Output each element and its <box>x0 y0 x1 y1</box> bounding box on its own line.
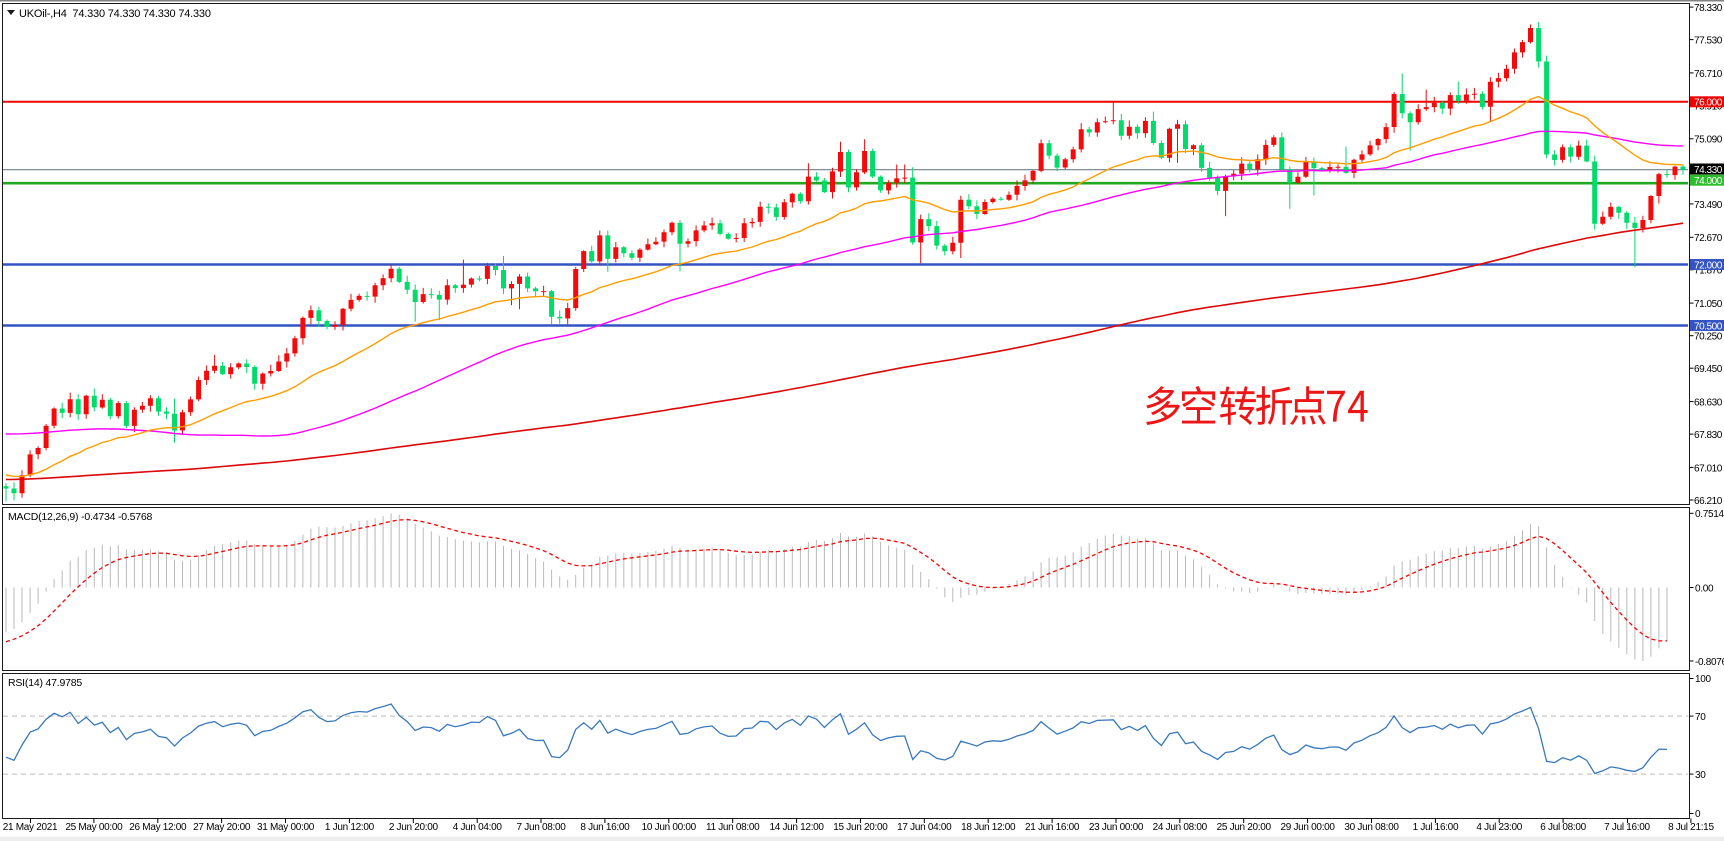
svg-text:15 Jun 20:00: 15 Jun 20:00 <box>833 822 888 833</box>
svg-text:68.630: 68.630 <box>1694 398 1723 409</box>
svg-text:71.050: 71.050 <box>1694 299 1723 310</box>
svg-text:10 Jun 00:00: 10 Jun 00:00 <box>642 822 697 833</box>
svg-text:100: 100 <box>1695 674 1712 685</box>
svg-text:69.450: 69.450 <box>1694 364 1723 375</box>
svg-text:4 Jul 23:00: 4 Jul 23:00 <box>1476 822 1522 833</box>
svg-text:RSI(14) 47.9785: RSI(14) 47.9785 <box>8 677 82 689</box>
svg-text:21 Jun 16:00: 21 Jun 16:00 <box>1025 822 1080 833</box>
svg-text:7 Jun 08:00: 7 Jun 08:00 <box>517 822 567 833</box>
svg-text:0: 0 <box>1695 809 1701 820</box>
svg-text:7 Jul 16:00: 7 Jul 16:00 <box>1604 822 1650 833</box>
svg-text:-0.8076: -0.8076 <box>1695 657 1724 668</box>
svg-text:66.210: 66.210 <box>1694 496 1723 507</box>
svg-text:25 Jun 20:00: 25 Jun 20:00 <box>1217 822 1272 833</box>
svg-text:0.00: 0.00 <box>1695 583 1714 594</box>
svg-text:24 Jun 08:00: 24 Jun 08:00 <box>1153 822 1208 833</box>
svg-text:27 May 20:00: 27 May 20:00 <box>193 822 251 833</box>
svg-text:30 Jun 08:00: 30 Jun 08:00 <box>1344 822 1399 833</box>
svg-text:76.000: 76.000 <box>1694 98 1723 109</box>
svg-text:70.500: 70.500 <box>1694 321 1723 332</box>
svg-text:29 Jun 00:00: 29 Jun 00:00 <box>1280 822 1335 833</box>
svg-text:70.250: 70.250 <box>1694 332 1723 343</box>
svg-text:18 Jun 12:00: 18 Jun 12:00 <box>961 822 1016 833</box>
svg-text:MACD(12,26,9) -0.4734 -0.5768: MACD(12,26,9) -0.4734 -0.5768 <box>8 511 153 523</box>
svg-text:21 May 2021: 21 May 2021 <box>3 822 58 833</box>
svg-text:4 Jun 04:00: 4 Jun 04:00 <box>453 822 503 833</box>
svg-text:8 Jun 16:00: 8 Jun 16:00 <box>580 822 630 833</box>
svg-text:2 Jun 20:00: 2 Jun 20:00 <box>389 822 439 833</box>
svg-text:76.710: 76.710 <box>1694 69 1723 80</box>
svg-text:30: 30 <box>1695 770 1706 781</box>
svg-text:26 May 12:00: 26 May 12:00 <box>129 822 187 833</box>
svg-text:70: 70 <box>1695 712 1706 723</box>
svg-text:74.000: 74.000 <box>1694 176 1723 187</box>
svg-text:UKOil-,H4 74.330 74.330 74.33: UKOil-,H4 74.330 74.330 74.330 74.330 <box>19 8 211 20</box>
svg-text:73.490: 73.490 <box>1694 200 1723 211</box>
svg-text:14 Jun 12:00: 14 Jun 12:00 <box>769 822 824 833</box>
svg-text:67.010: 67.010 <box>1694 463 1723 474</box>
svg-text:31 May 00:00: 31 May 00:00 <box>257 822 315 833</box>
svg-text:8 Jul 21:15: 8 Jul 21:15 <box>1668 822 1714 833</box>
svg-text:74.330: 74.330 <box>1694 165 1723 176</box>
svg-text:78.330: 78.330 <box>1694 3 1723 14</box>
svg-text:72.670: 72.670 <box>1694 233 1723 244</box>
svg-text:67.830: 67.830 <box>1694 430 1723 441</box>
svg-text:1 Jul 16:00: 1 Jul 16:00 <box>1413 822 1459 833</box>
svg-text:77.530: 77.530 <box>1694 36 1723 47</box>
svg-text:25 May 00:00: 25 May 00:00 <box>65 822 123 833</box>
svg-text:17 Jun 04:00: 17 Jun 04:00 <box>897 822 952 833</box>
svg-text:1 Jun 12:00: 1 Jun 12:00 <box>325 822 375 833</box>
svg-text:11 Jun 08:00: 11 Jun 08:00 <box>706 822 760 833</box>
svg-text:6 Jul 08:00: 6 Jul 08:00 <box>1540 822 1586 833</box>
svg-text:0.7514: 0.7514 <box>1695 509 1724 520</box>
svg-text:72.000: 72.000 <box>1694 260 1723 271</box>
svg-text:23 Jun 00:00: 23 Jun 00:00 <box>1089 822 1144 833</box>
svg-text:75.090: 75.090 <box>1694 135 1723 146</box>
svg-text:71.870: 71.870 <box>1694 266 1723 277</box>
